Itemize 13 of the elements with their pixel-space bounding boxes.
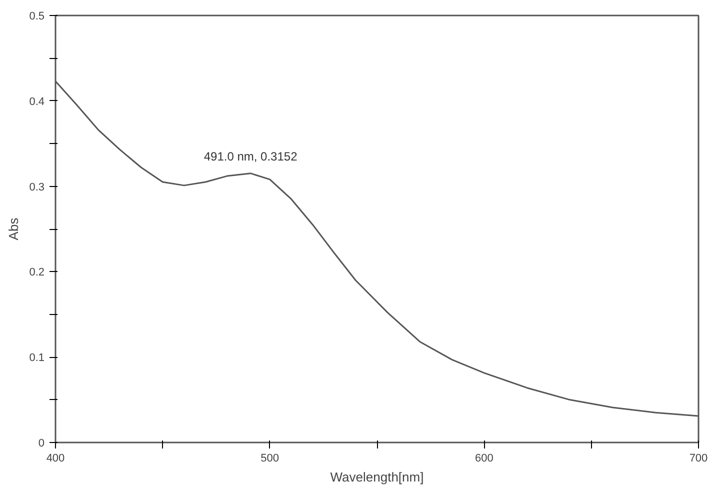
annotation: 491.0 nm, 0.3152 xyxy=(204,149,298,164)
y-tick-label: 0.1 xyxy=(29,352,45,364)
y-tick-label: 0.2 xyxy=(29,266,45,279)
x-tick-label: 500 xyxy=(260,452,280,464)
y-axis-title: Abs xyxy=(6,217,22,240)
x-axis-title: Wavelength[nm] xyxy=(330,470,424,484)
y-tick-label: 0.4 xyxy=(29,96,45,108)
x-tick-label: 700 xyxy=(689,452,708,464)
y-tick-label: 0.5 xyxy=(29,10,45,22)
y-tick-label: 0.3 xyxy=(29,181,45,194)
y-tick-label: 0 xyxy=(38,438,45,450)
x-tick-label: 400 xyxy=(46,452,65,464)
x-tick-label: 600 xyxy=(474,452,494,464)
